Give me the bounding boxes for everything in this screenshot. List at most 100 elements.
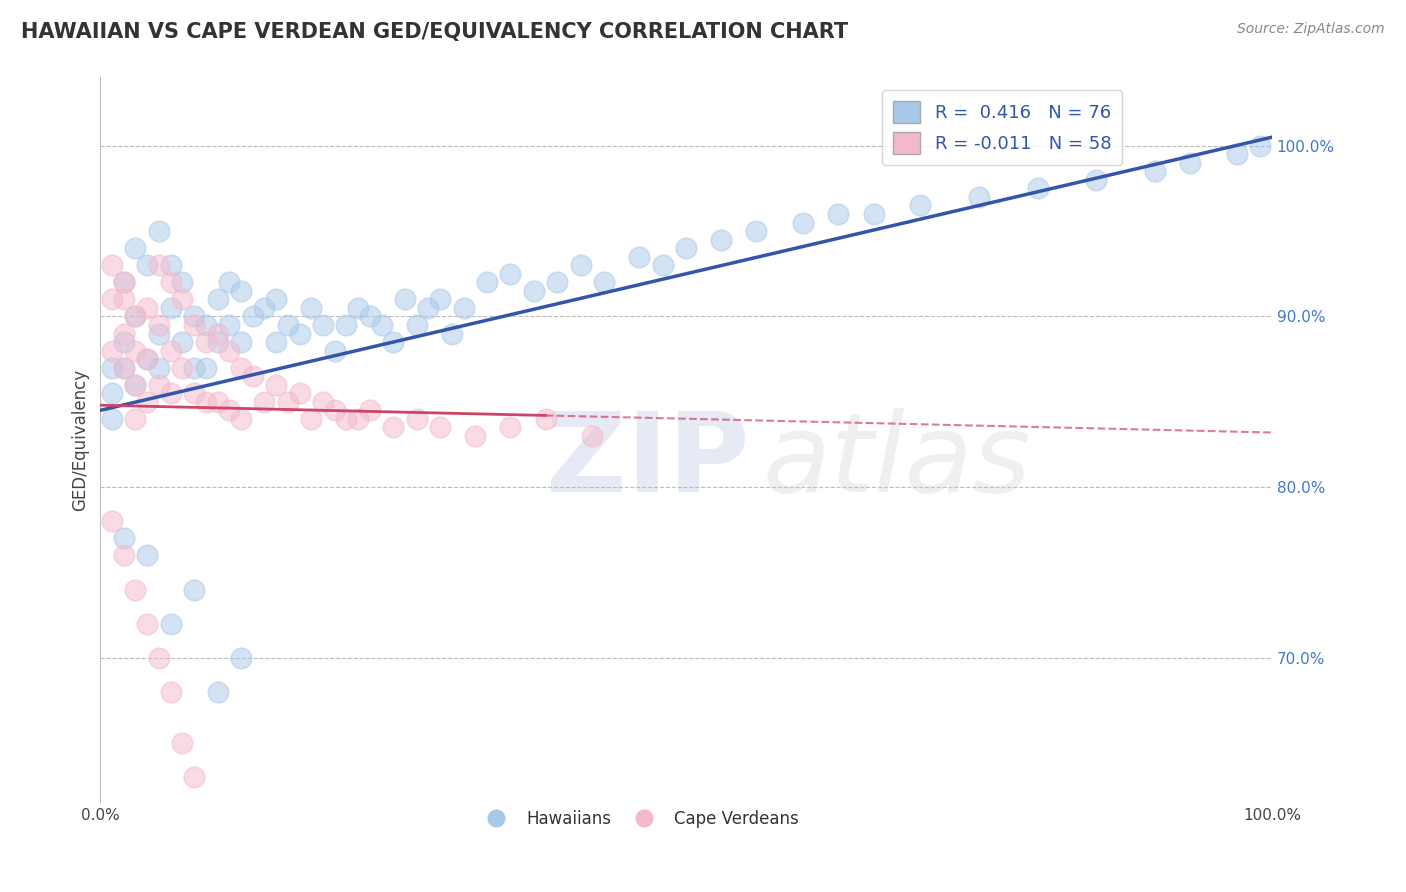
Point: [277, 394, 299, 409]
Point: [1143, 164, 1166, 178]
Point: [183, 582, 205, 597]
Point: [124, 343, 146, 358]
Point: [1026, 181, 1049, 195]
Point: [264, 334, 287, 349]
Point: [581, 429, 603, 443]
Point: [382, 420, 405, 434]
Point: [159, 616, 181, 631]
Point: [194, 334, 217, 349]
Point: [172, 293, 194, 307]
Point: [112, 532, 135, 546]
Point: [183, 770, 205, 784]
Point: [159, 343, 181, 358]
Point: [148, 258, 170, 272]
Point: [136, 549, 159, 563]
Point: [112, 326, 135, 341]
Point: [862, 207, 884, 221]
Point: [827, 207, 849, 221]
Point: [745, 224, 768, 238]
Point: [440, 326, 463, 341]
Point: [792, 215, 814, 229]
Point: [1178, 156, 1201, 170]
Point: [453, 301, 475, 315]
Point: [159, 258, 181, 272]
Point: [172, 736, 194, 750]
Point: [229, 334, 252, 349]
Point: [651, 258, 673, 272]
Point: [124, 582, 146, 597]
Point: [207, 293, 229, 307]
Point: [429, 293, 451, 307]
Point: [967, 190, 990, 204]
Point: [335, 318, 357, 332]
Point: [910, 198, 932, 212]
Point: [288, 386, 311, 401]
Point: [136, 352, 159, 367]
Point: [159, 301, 181, 315]
Point: [229, 651, 252, 665]
Point: [242, 310, 264, 324]
Point: [218, 318, 240, 332]
Legend: Hawaiians, Cape Verdeans: Hawaiians, Cape Verdeans: [472, 803, 806, 835]
Point: [148, 651, 170, 665]
Point: [405, 318, 427, 332]
Point: [148, 326, 170, 341]
Point: [546, 275, 568, 289]
Point: [194, 394, 217, 409]
Point: [112, 360, 135, 375]
Point: [101, 412, 124, 426]
Point: [382, 334, 405, 349]
Point: [101, 343, 124, 358]
Point: [499, 267, 522, 281]
Point: [207, 326, 229, 341]
Point: [299, 301, 322, 315]
Point: [475, 275, 498, 289]
Point: [124, 412, 146, 426]
Point: [464, 429, 486, 443]
Point: [370, 318, 392, 332]
Point: [288, 326, 311, 341]
Point: [593, 275, 616, 289]
Point: [148, 377, 170, 392]
Point: [136, 352, 159, 367]
Point: [124, 310, 146, 324]
Point: [172, 360, 194, 375]
Point: [124, 377, 146, 392]
Point: [312, 318, 335, 332]
Point: [101, 258, 124, 272]
Point: [112, 275, 135, 289]
Point: [229, 412, 252, 426]
Y-axis label: GED/Equivalency: GED/Equivalency: [72, 369, 89, 511]
Point: [253, 301, 276, 315]
Point: [207, 394, 229, 409]
Point: [312, 394, 335, 409]
Point: [183, 318, 205, 332]
Point: [148, 318, 170, 332]
Point: [359, 310, 381, 324]
Point: [136, 394, 159, 409]
Point: [418, 301, 440, 315]
Point: [675, 241, 697, 255]
Point: [347, 301, 370, 315]
Point: [112, 334, 135, 349]
Point: [429, 420, 451, 434]
Point: [534, 412, 557, 426]
Point: [359, 403, 381, 417]
Point: [124, 377, 146, 392]
Point: [124, 241, 146, 255]
Point: [207, 685, 229, 699]
Point: [405, 412, 427, 426]
Point: [159, 386, 181, 401]
Point: [159, 685, 181, 699]
Point: [323, 343, 346, 358]
Point: [112, 275, 135, 289]
Point: [124, 310, 146, 324]
Point: [183, 386, 205, 401]
Point: [159, 275, 181, 289]
Point: [194, 360, 217, 375]
Point: [628, 250, 651, 264]
Point: [335, 412, 357, 426]
Point: [101, 514, 124, 528]
Point: [229, 360, 252, 375]
Point: [207, 334, 229, 349]
